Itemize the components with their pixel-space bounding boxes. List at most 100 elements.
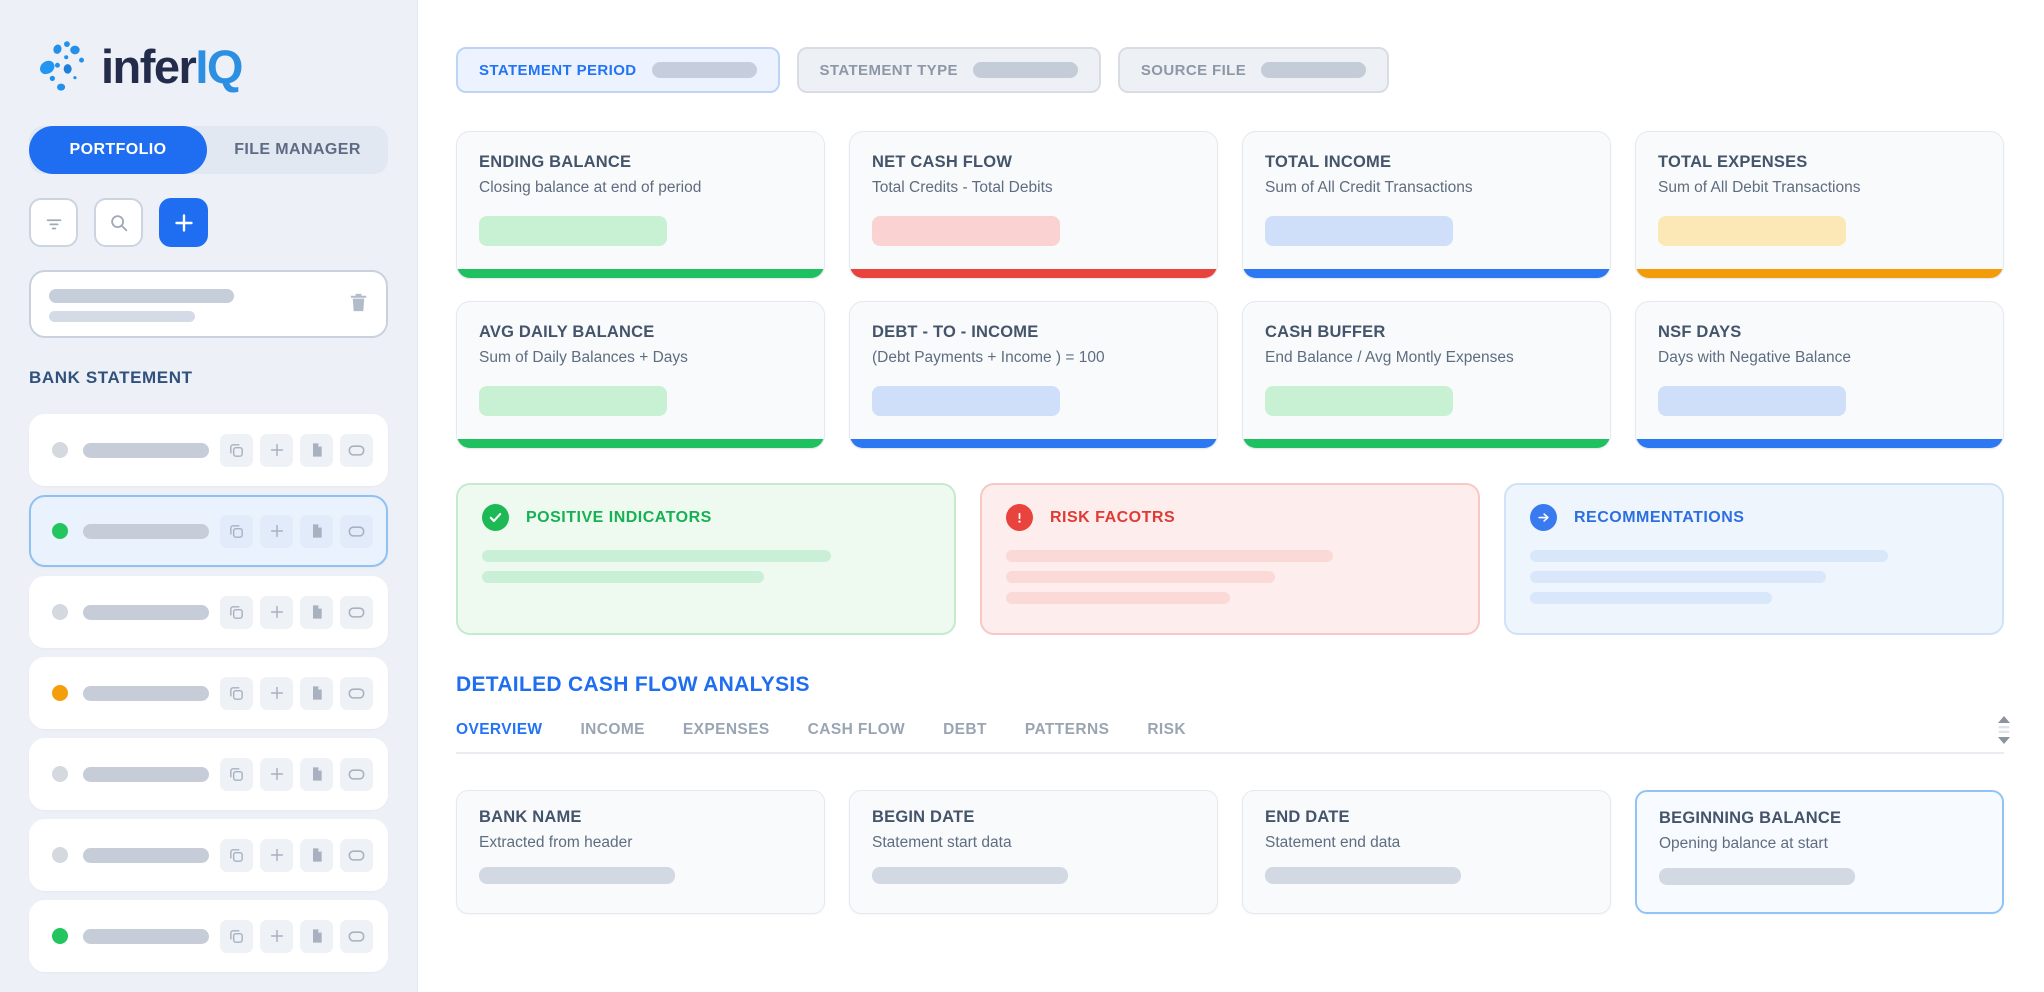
detail-title: BEGINNING BALANCE bbox=[1659, 809, 1842, 827]
metric-subtitle: (Debt Payments + Income ) = 100 bbox=[872, 349, 1105, 366]
statement-list-item[interactable] bbox=[29, 495, 388, 567]
preview-button[interactable] bbox=[340, 838, 373, 872]
metric-value-placeholder bbox=[1265, 386, 1453, 416]
filter-chips: STATEMENT PERIOD STATEMENT TYPE SOURCE F… bbox=[456, 47, 2004, 93]
statement-name-placeholder bbox=[83, 442, 209, 458]
metric-title: CASH BUFFER bbox=[1265, 323, 1386, 341]
metric-title: NET CASH FLOW bbox=[872, 153, 1013, 171]
tab-overview[interactable]: OVERVIEW bbox=[456, 721, 543, 738]
copy-button[interactable] bbox=[220, 514, 253, 548]
tab-expenses[interactable]: EXPENSES bbox=[682, 721, 770, 738]
document-icon bbox=[312, 524, 322, 538]
statement-list-item[interactable] bbox=[29, 900, 388, 972]
tab-cash-flow[interactable]: CASH FLOW bbox=[807, 721, 906, 738]
statement-list-item[interactable] bbox=[29, 738, 388, 810]
statement-list bbox=[29, 414, 388, 972]
copy-button[interactable] bbox=[220, 676, 253, 710]
tab-patterns[interactable]: PATTERNS bbox=[1024, 721, 1110, 738]
filter-icon bbox=[46, 218, 61, 229]
status-dot bbox=[52, 523, 68, 539]
copy-button[interactable] bbox=[220, 595, 253, 629]
metric-card-total-expenses: TOTAL EXPENSES Sum of All Debit Transact… bbox=[1635, 131, 2004, 279]
document-button[interactable] bbox=[300, 676, 333, 710]
add-button[interactable] bbox=[260, 514, 293, 548]
tab-portfolio[interactable]: PORTFOLIO bbox=[29, 126, 207, 174]
tab-file-manager[interactable]: FILE MANAGER bbox=[207, 126, 388, 174]
positive-indicators-panel: POSITIVE INDICATORS bbox=[456, 483, 956, 635]
insight-title: RISK FACOTRS bbox=[1050, 508, 1176, 526]
statement-list-item[interactable] bbox=[29, 414, 388, 486]
metric-card-ending-balance: ENDING BALANCE Closing balance at end of… bbox=[456, 131, 825, 279]
preview-button[interactable] bbox=[340, 757, 373, 791]
copy-icon bbox=[230, 848, 243, 862]
document-button[interactable] bbox=[300, 757, 333, 791]
insight-text-placeholders bbox=[482, 550, 930, 583]
statement-section-title: BANK STATEMENT bbox=[29, 368, 193, 387]
detail-card-end-date: END DATE Statement end data bbox=[1242, 790, 1611, 914]
document-icon bbox=[312, 686, 322, 700]
copy-icon bbox=[230, 929, 243, 943]
insight-text-placeholders bbox=[1530, 550, 1978, 604]
selected-statement-card[interactable] bbox=[29, 270, 388, 338]
chip-source-file[interactable]: SOURCE FILE bbox=[1117, 47, 1390, 93]
copy-button[interactable] bbox=[220, 838, 253, 872]
chip-statement-type[interactable]: STATEMENT TYPE bbox=[796, 47, 1101, 93]
metric-value-placeholder bbox=[1265, 216, 1453, 246]
chip-statement-period[interactable]: STATEMENT PERIOD bbox=[456, 47, 780, 93]
statement-title-placeholder bbox=[49, 289, 234, 303]
preview-button[interactable] bbox=[340, 676, 373, 710]
plus-icon bbox=[270, 686, 283, 700]
tab-debt[interactable]: DEBT bbox=[943, 721, 987, 738]
copy-icon bbox=[230, 605, 243, 619]
copy-button[interactable] bbox=[220, 919, 253, 953]
statement-name-placeholder bbox=[83, 604, 209, 620]
add-button[interactable] bbox=[260, 838, 293, 872]
detail-value-placeholder bbox=[872, 867, 1068, 884]
document-icon bbox=[312, 767, 322, 781]
preview-button[interactable] bbox=[340, 433, 373, 467]
delete-statement-button[interactable] bbox=[347, 291, 370, 317]
statement-list-item[interactable] bbox=[29, 819, 388, 891]
status-dot bbox=[52, 766, 68, 782]
document-button[interactable] bbox=[300, 595, 333, 629]
document-button[interactable] bbox=[300, 919, 333, 953]
sort-arrows-icon bbox=[1998, 716, 2010, 744]
statement-list-item[interactable] bbox=[29, 657, 388, 729]
metric-title: ENDING BALANCE bbox=[479, 153, 632, 171]
insight-text-placeholders bbox=[1006, 550, 1454, 604]
metric-accent-bar bbox=[1243, 439, 1610, 448]
metric-subtitle: Sum of All Debit Transactions bbox=[1658, 179, 1861, 196]
filter-button[interactable] bbox=[29, 198, 78, 247]
scroll-sort-control[interactable] bbox=[1996, 715, 2012, 748]
tab-risk[interactable]: RISK bbox=[1147, 721, 1186, 738]
add-button[interactable] bbox=[260, 757, 293, 791]
statement-list-item[interactable] bbox=[29, 576, 388, 648]
main-content: STATEMENT PERIOD STATEMENT TYPE SOURCE F… bbox=[418, 0, 2044, 992]
search-button[interactable] bbox=[94, 198, 143, 247]
status-dot bbox=[52, 928, 68, 944]
document-button[interactable] bbox=[300, 514, 333, 548]
view-switcher: PORTFOLIO FILE MANAGER bbox=[29, 126, 388, 174]
add-button[interactable] bbox=[260, 595, 293, 629]
tab-income[interactable]: INCOME bbox=[580, 721, 645, 738]
document-icon bbox=[312, 929, 322, 943]
preview-button[interactable] bbox=[340, 919, 373, 953]
detail-subtitle: Statement end data bbox=[1265, 834, 1401, 851]
document-button[interactable] bbox=[300, 433, 333, 467]
preview-button[interactable] bbox=[340, 514, 373, 548]
copy-button[interactable] bbox=[220, 757, 253, 791]
statement-subtitle-placeholder bbox=[49, 311, 195, 322]
metric-subtitle: Closing balance at end of period bbox=[479, 179, 702, 196]
trash-icon bbox=[350, 293, 367, 312]
document-button[interactable] bbox=[300, 838, 333, 872]
add-button[interactable] bbox=[260, 676, 293, 710]
add-button[interactable] bbox=[260, 433, 293, 467]
preview-button[interactable] bbox=[340, 595, 373, 629]
copy-icon bbox=[230, 767, 243, 781]
brand-name-primary: infer bbox=[101, 39, 197, 93]
add-button[interactable] bbox=[260, 919, 293, 953]
add-statement-button[interactable] bbox=[159, 198, 208, 247]
copy-button[interactable] bbox=[220, 433, 253, 467]
risk-factors-panel: RISK FACOTRS bbox=[980, 483, 1480, 635]
metric-value-placeholder bbox=[1658, 216, 1846, 246]
